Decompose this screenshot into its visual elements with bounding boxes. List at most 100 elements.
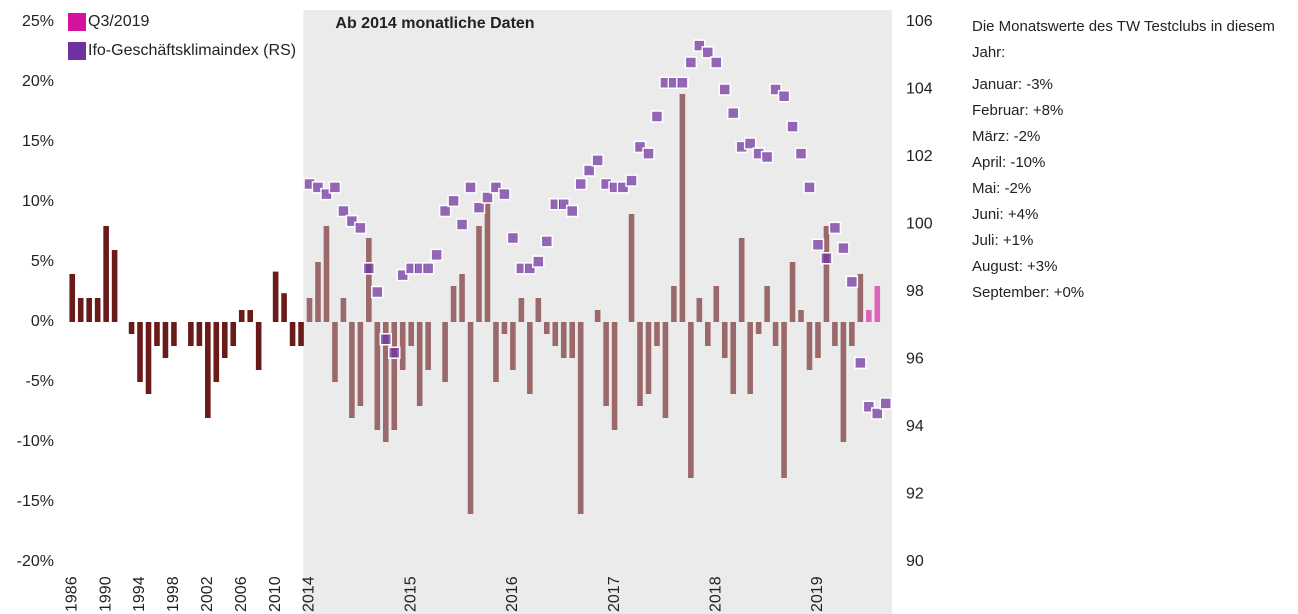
- bar: [713, 286, 720, 322]
- bar: [332, 322, 338, 382]
- panel-item: August: +3%: [972, 258, 1058, 275]
- bar: [255, 322, 262, 370]
- marker: [396, 268, 409, 282]
- marker: [489, 181, 503, 194]
- bar: [374, 322, 381, 430]
- y-tick-label: 15%: [22, 133, 54, 150]
- bar: [688, 322, 694, 478]
- marker: [760, 150, 774, 164]
- bar: [747, 322, 753, 394]
- x-tick-label: 2017: [606, 576, 623, 612]
- marker: [726, 106, 740, 120]
- marker: [676, 76, 689, 89]
- bar: [171, 322, 177, 346]
- bar: [205, 322, 211, 418]
- marker: [565, 204, 579, 218]
- bar: [501, 322, 508, 334]
- marker: [430, 248, 443, 262]
- marker: [345, 214, 359, 228]
- bar: [510, 322, 516, 370]
- x-tick-label: 1998: [165, 576, 182, 612]
- bar: [789, 262, 796, 322]
- marker: [337, 204, 350, 218]
- x-tick-label: 2014: [301, 576, 318, 612]
- bar: [840, 322, 847, 442]
- y-tick-label: -5%: [26, 373, 54, 390]
- x-tick-label: 1990: [97, 576, 114, 612]
- marker: [540, 235, 554, 248]
- bar: [671, 286, 677, 322]
- x-tick-label: 1986: [63, 576, 80, 612]
- y2-tick-label: 106: [906, 13, 933, 30]
- panel-item: Juli: +1%: [972, 232, 1034, 249]
- marker: [625, 174, 638, 187]
- bar: [518, 298, 525, 322]
- bar: [654, 322, 660, 346]
- bar: [781, 322, 787, 478]
- bar: [645, 322, 652, 394]
- bar: [230, 322, 237, 346]
- bar: [577, 322, 584, 514]
- marker: [845, 275, 859, 289]
- marker: [743, 137, 757, 150]
- bar: [382, 322, 389, 442]
- bar: [238, 310, 245, 322]
- y2-tick-label: 100: [906, 216, 933, 233]
- bar: [188, 322, 194, 346]
- legend-swatch: [68, 13, 86, 31]
- bar: [416, 322, 423, 406]
- marker: [362, 262, 376, 275]
- bar: [611, 322, 618, 430]
- bar: [289, 322, 296, 346]
- bar: [637, 322, 643, 406]
- bar: [442, 322, 448, 382]
- legend-label: Q3/2019: [88, 13, 149, 30]
- marker: [421, 262, 435, 275]
- y-tick-label: 0%: [31, 313, 54, 330]
- marker: [803, 181, 816, 194]
- bar: [103, 226, 109, 322]
- marker: [498, 187, 511, 201]
- legend-swatch: [68, 42, 86, 60]
- marker: [786, 120, 799, 133]
- bar: [476, 226, 482, 322]
- bar: [874, 286, 881, 322]
- bar: [154, 322, 160, 346]
- y2-tick-label: 92: [906, 486, 924, 503]
- bar: [77, 298, 84, 322]
- y-tick-label: 10%: [22, 193, 54, 210]
- marker: [438, 204, 452, 218]
- bar: [594, 310, 601, 322]
- marker: [523, 262, 537, 275]
- marker: [693, 39, 706, 52]
- bar: [213, 322, 220, 382]
- marker: [871, 407, 884, 420]
- y2-tick-label: 102: [906, 148, 933, 165]
- marker: [506, 231, 520, 245]
- bar: [535, 298, 542, 322]
- chart: -20% -15% -10% -5% 0% 5% 10% 15% 20% 25% 90 92 94 96 9…: [17, 10, 933, 614]
- x-tick-label: 2015: [402, 576, 419, 612]
- y-tick-label: 25%: [22, 13, 54, 30]
- bar: [696, 298, 703, 322]
- bar: [450, 286, 457, 322]
- marker: [862, 400, 876, 413]
- marker: [879, 397, 893, 410]
- panel-item: Januar: -3%: [972, 76, 1053, 93]
- x-tick-label: 2016: [504, 576, 521, 612]
- y-tick-label: 5%: [31, 253, 54, 270]
- marker: [388, 346, 401, 359]
- marker: [769, 83, 782, 96]
- bar: [603, 322, 609, 406]
- panel-items: Januar: -3% Februar: +8% März: -2% April: -…: [972, 72, 1292, 306]
- panel-item: März: -2%: [972, 128, 1041, 145]
- bar: [399, 322, 406, 370]
- bar: [137, 322, 143, 382]
- y-tick-label: -20%: [17, 553, 54, 570]
- side-panel: Die Monatswerte des TW Testclubs in dies…: [972, 14, 1292, 306]
- legend-label: Ifo-Geschäftsklimaindex (RS): [88, 42, 296, 59]
- bar: [128, 322, 135, 334]
- marker: [828, 221, 842, 235]
- bar: [162, 322, 169, 358]
